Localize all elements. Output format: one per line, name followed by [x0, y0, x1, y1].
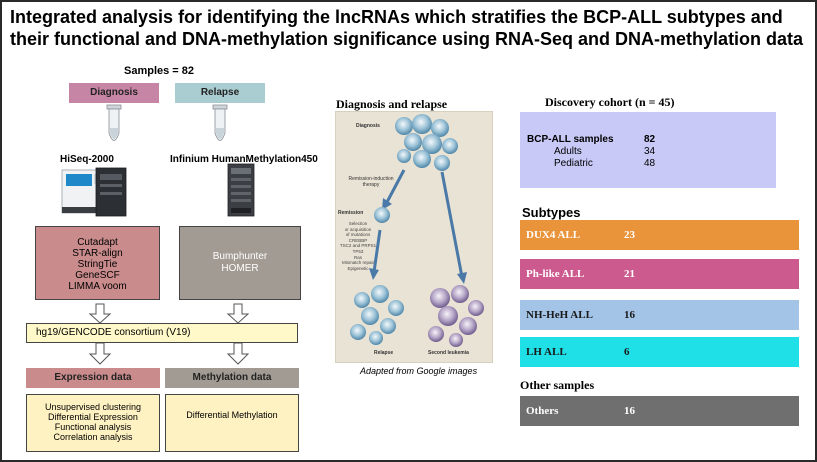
subtype-count: 21 [624, 268, 635, 280]
other-samples-title: Other samples [520, 378, 595, 392]
methylation-steps-box: Differential Methylation [165, 394, 299, 452]
diagnosis-pill: Diagnosis [69, 83, 159, 103]
relapse-pill: Relapse [175, 83, 265, 103]
cohort-row-value: 34 [644, 146, 656, 157]
cohort-row-label: BCP-ALL samples [527, 134, 614, 145]
disease-illustration: Diagnosis Remission-induction therapy Re… [335, 111, 493, 363]
cohort-title: Discovery cohort (n = 45) [545, 95, 675, 109]
leukemic-cell-cluster-icon [395, 114, 458, 171]
methylation-tools-box: Bumphunter HOMER [179, 226, 301, 300]
subtype-count: 6 [624, 346, 630, 358]
second-leukemia-cell-cluster-icon [428, 285, 484, 347]
scanner-icon [227, 163, 255, 217]
cohort-row-value: 48 [644, 158, 656, 169]
illus-selection-item: CREBBP [348, 237, 368, 243]
reference-box: hg19/GENCODE consortium (V19) [26, 323, 298, 343]
illustration-caption: Adapted from Google images [360, 366, 478, 376]
illustration-graphics [350, 114, 484, 347]
illustration-heading: Diagnosis and relapse [336, 97, 448, 111]
illus-selection-item: Ras [353, 254, 362, 260]
illus-label-relapse: Relapse [374, 350, 394, 356]
arrow-head-icon [369, 198, 467, 284]
methylation-tool: HOMER [221, 263, 259, 274]
methylation-data-title: Methylation data [165, 368, 299, 388]
illus-selection-item: TSC2 and PRPS1 [339, 243, 377, 249]
subtype-bar-nh-heh: NH-HeH ALL 16 [520, 300, 799, 330]
illus-selection-item: Mismatch repair [341, 260, 374, 266]
arrow-down-icon [88, 303, 250, 365]
rna-tool: STAR-align [72, 248, 123, 259]
cohort-box: BCP-ALL samples 82 Adults 34 Pediatric 4… [520, 112, 776, 188]
subtype-bar-lh: LH ALL 6 [520, 337, 799, 367]
cohort-row-label: Adults [554, 146, 582, 157]
illus-label-remission: Remission [338, 210, 364, 216]
rna-tool: Cutadapt [77, 237, 118, 248]
expression-step: Differential Expression [48, 412, 138, 422]
methylation-step: Differential Methylation [186, 410, 278, 420]
subtype-count: 23 [624, 229, 635, 241]
expression-data-title: Expression data [26, 368, 160, 388]
illus-label-diagnosis: Diagnosis [356, 123, 380, 129]
subtype-name: Ph-like ALL [526, 268, 585, 280]
subtype-name: NH-HeH ALL [526, 309, 593, 321]
others-count: 16 [624, 405, 635, 417]
subtype-name: DUX4 ALL [526, 229, 581, 241]
illus-selection-item: of mutations [345, 232, 371, 238]
cohort-row-value: 82 [644, 134, 656, 145]
illus-label-remission-induction: Remission-induction therapy [348, 176, 394, 188]
progression-arrow-icon [372, 169, 464, 278]
slide-title: Integrated analysis for identifying the … [10, 7, 804, 49]
test-tube-icon-relapse [212, 104, 228, 141]
remission-cell-icon [374, 207, 390, 223]
methylation-tool: Bumphunter [212, 251, 268, 262]
illus-selection-list: Selection or acquisition of mutations CR… [338, 221, 378, 271]
test-tube-icon-diagnosis [106, 104, 122, 141]
subtype-name: LH ALL [526, 346, 567, 358]
illus-selection-item: TP53 [352, 248, 364, 254]
subtypes-title: Subtypes [522, 205, 581, 220]
rna-tool: StringTie [77, 259, 118, 270]
expression-step: Correlation analysis [53, 432, 133, 442]
subtype-count: 16 [624, 309, 635, 321]
samples-label: Samples = 82 [124, 65, 195, 77]
expression-step: Functional analysis [54, 422, 132, 432]
rna-tools-box: Cutadapt STAR-align StringTie GeneSCF LI… [35, 226, 160, 300]
rna-tool: GeneSCF [75, 270, 120, 281]
illus-label-second-leukemia: Second leukemia [428, 350, 469, 356]
rna-platform-label: HiSeq-2000 [60, 154, 114, 165]
cohort-row-label: Pediatric [554, 158, 593, 169]
subtype-bar-dux4: DUX4 ALL 23 [520, 220, 799, 250]
methylation-platform-label: Infinium HumanMethylation450 [170, 154, 318, 165]
illus-selection-item: or acquisition [344, 226, 372, 232]
illus-selection-item: Selection [348, 221, 368, 226]
relapse-cell-cluster-icon [350, 285, 404, 345]
others-name: Others [526, 405, 559, 417]
sequencer-icon [61, 167, 127, 217]
expression-step: Unsupervised clustering [44, 402, 142, 412]
rna-tool: LIMMA voom [68, 281, 127, 292]
others-bar: Others 16 [520, 396, 799, 426]
illus-selection-item: Epigenetic [347, 265, 369, 271]
expression-steps-box: Unsupervised clustering Differential Exp… [26, 394, 160, 452]
subtype-bar-ph-like: Ph-like ALL 21 [520, 259, 799, 289]
